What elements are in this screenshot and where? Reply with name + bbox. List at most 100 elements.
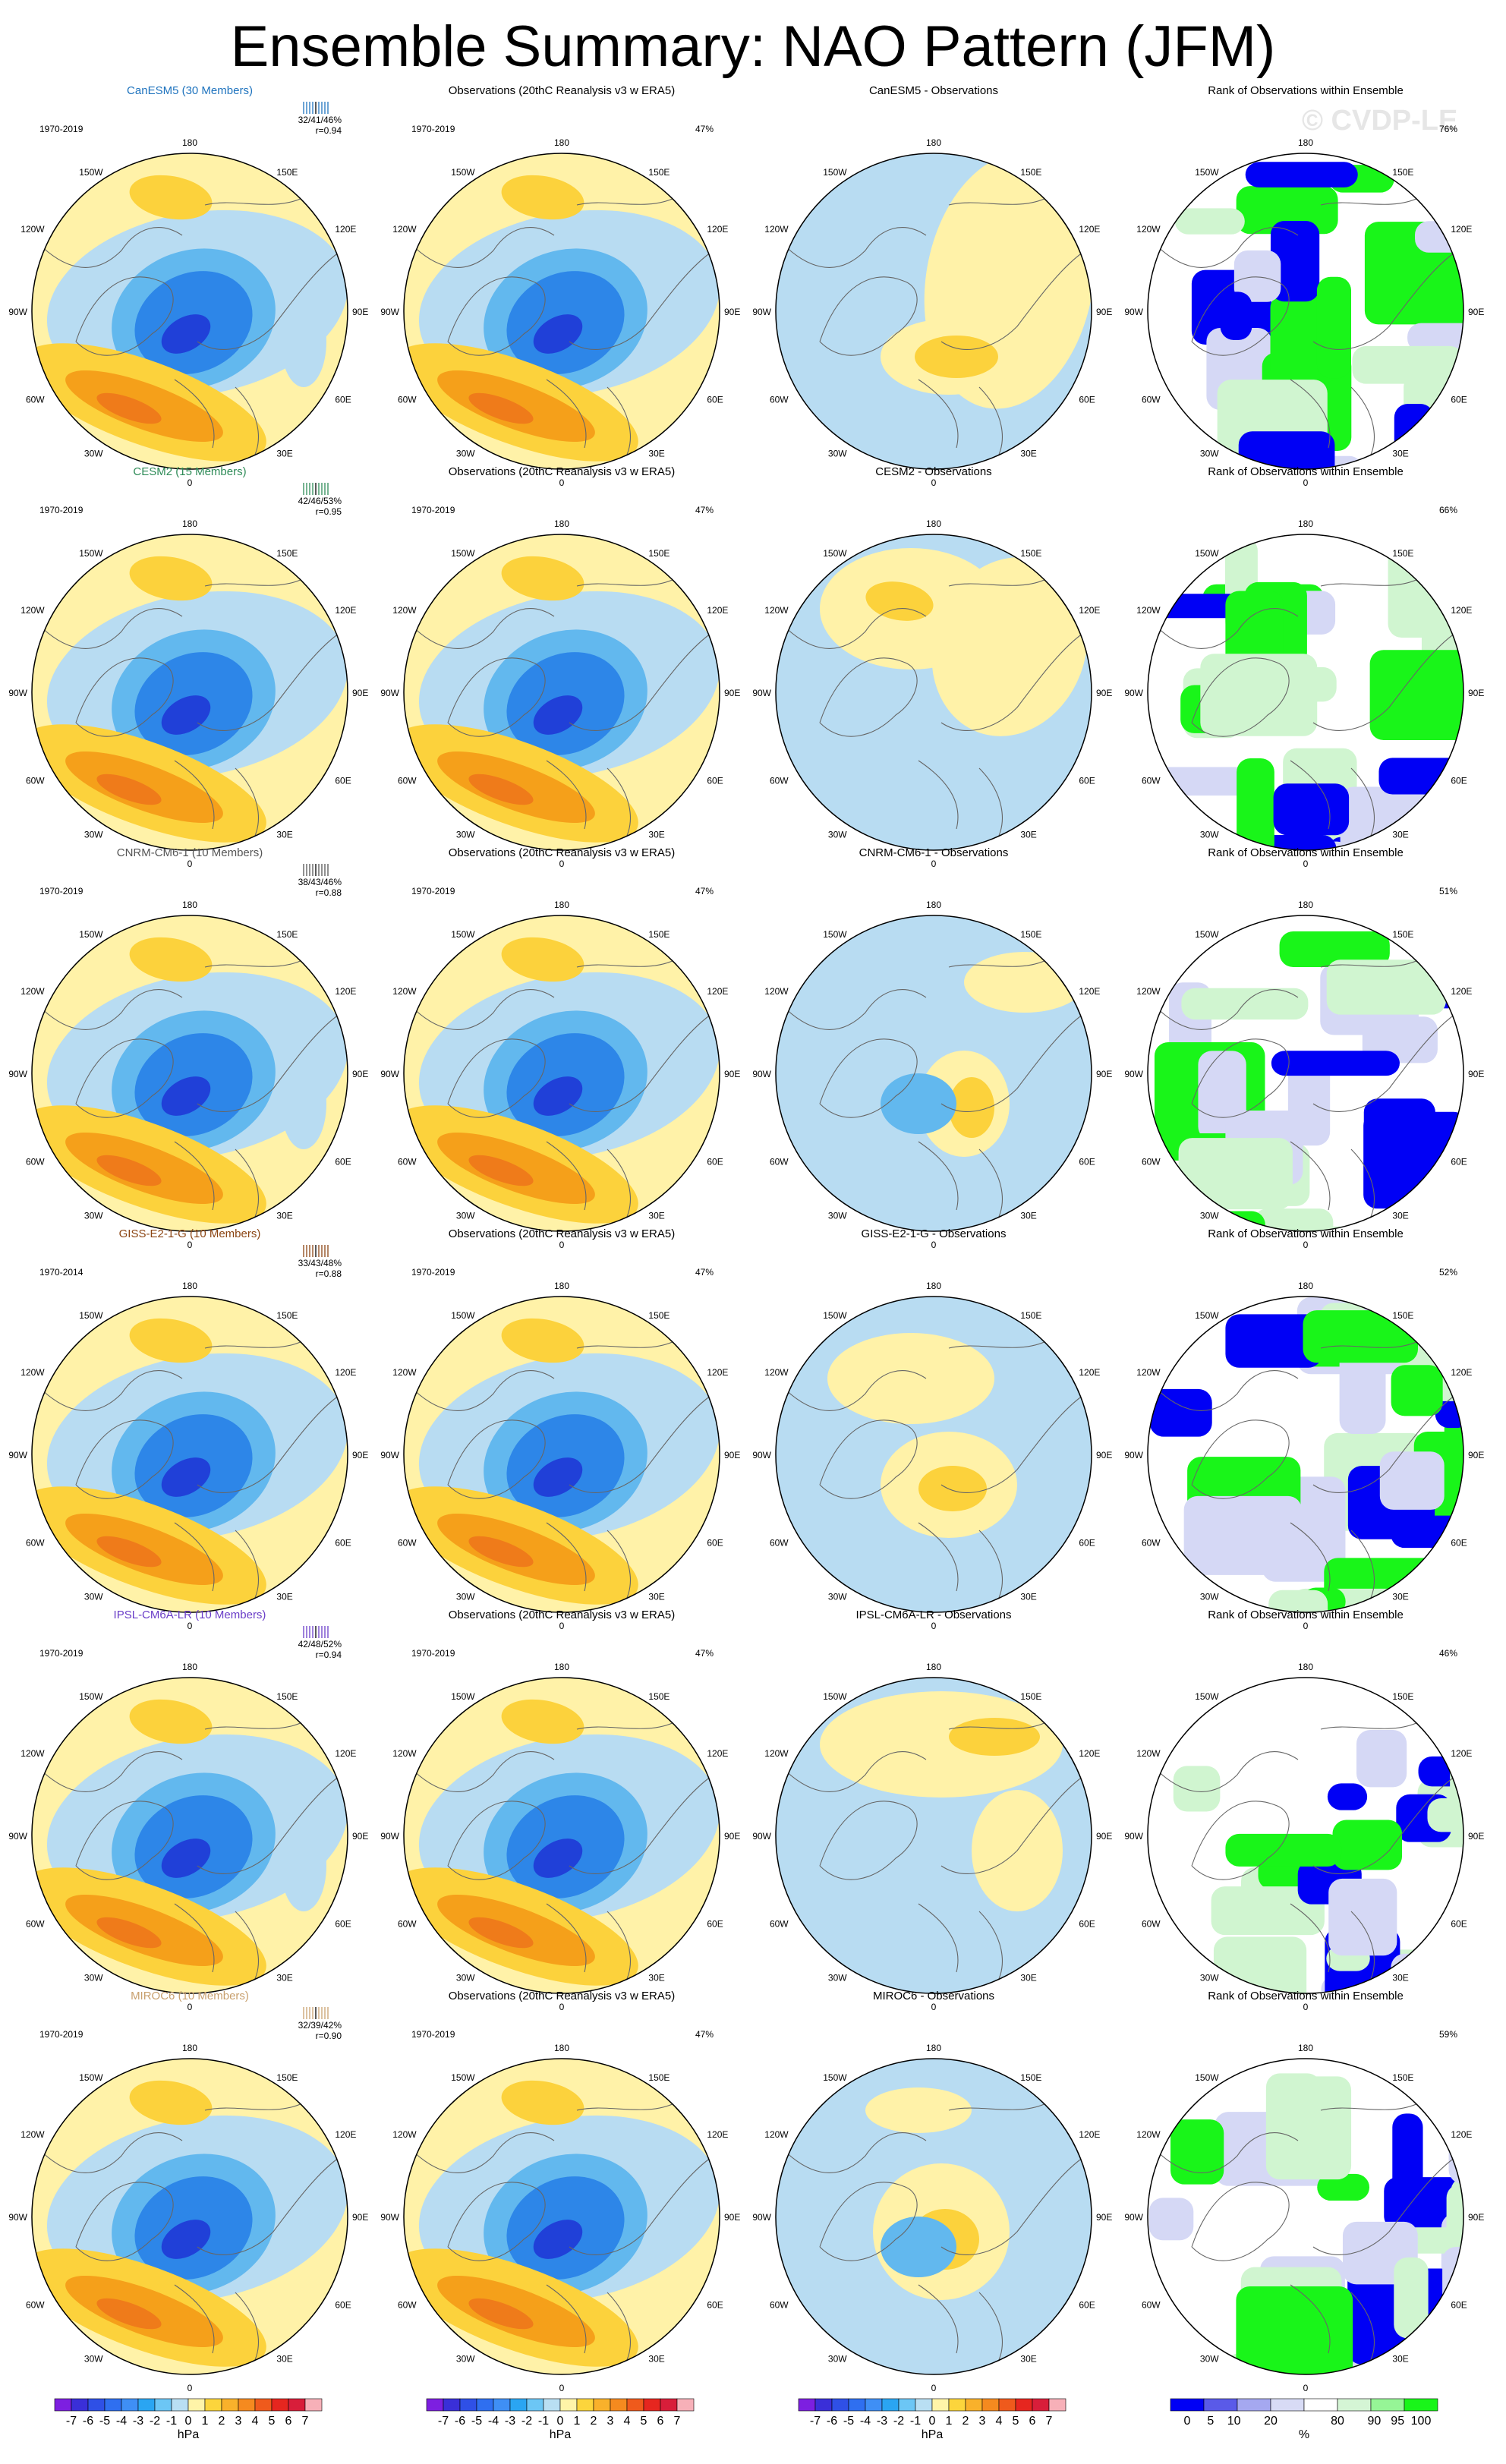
coastline-eurasia [197, 2155, 342, 2255]
coastline-greenland [75, 2182, 174, 2261]
obs-nao-map-border [403, 1296, 720, 1613]
colorbar-swatch [443, 2398, 461, 2412]
model-nao-map [32, 915, 348, 1231]
lon-label-br: 30E [1020, 829, 1036, 840]
diff-title: CanESM5 - Observations [869, 84, 998, 97]
lon-label-bottom: 0 [559, 1621, 565, 1631]
lon-label-bl: 30W [828, 448, 847, 458]
colorbar-tick-label: 5 [1013, 2415, 1019, 2428]
colorbar-swatch [643, 2398, 661, 2412]
colorbar-swatch [543, 2398, 561, 2412]
rank-pct: 46% [1439, 1648, 1457, 1659]
lon-label-ul2: 120W [20, 1367, 45, 1378]
lon-label-ur2: 120E [335, 2129, 356, 2140]
lon-label-br: 30E [1020, 1210, 1036, 1221]
lon-label-ll: 60W [1142, 1157, 1161, 1167]
lon-label-left: 90W [8, 1831, 27, 1842]
lon-label-ur: 150E [276, 1691, 298, 1702]
lon-label-ul2: 120W [20, 986, 45, 997]
colorbar-swatch [1048, 2398, 1066, 2412]
lon-label-top: 180 [554, 1662, 569, 1672]
rank-patch [1237, 758, 1274, 850]
coastline-north-america [409, 608, 555, 649]
coastline-greenland [75, 657, 174, 737]
lon-label-ul2: 120W [392, 1367, 417, 1378]
lon-label-bl: 30W [456, 829, 475, 840]
pos-contour-max [468, 1917, 534, 1949]
lon-label-ul2: 120W [20, 2129, 45, 2140]
lon-label-right: 90E [1096, 1069, 1112, 1079]
lon-label-bottom: 0 [1303, 477, 1309, 488]
rank-patch [1181, 988, 1309, 1020]
diff-map-border [775, 153, 1092, 470]
lon-label-ur: 150E [1020, 167, 1041, 178]
lon-label-left: 90W [8, 1069, 27, 1079]
lon-label-ul: 150W [1195, 167, 1219, 178]
coastline-north-america [409, 2132, 555, 2173]
coastline-north-america [781, 989, 927, 1030]
lon-label-lr: 60E [707, 2300, 723, 2311]
rank-patch [1270, 221, 1320, 302]
rank-patch [1439, 1685, 1463, 1720]
colorbar-tick-label: -3 [877, 2415, 887, 2428]
rank-colorbar-tick-label: 0 [1184, 2415, 1191, 2428]
lon-label-top: 180 [182, 1281, 197, 1291]
obs-nao-map [404, 2059, 720, 2374]
lon-label-br: 30E [648, 448, 664, 458]
model-nao-map-border [31, 2058, 348, 2375]
rank-patch [1352, 345, 1463, 384]
lon-label-ul2: 120W [1136, 605, 1161, 616]
lon-label-top: 180 [182, 1662, 197, 1672]
colorbar-tick-label: 2 [219, 2415, 225, 2428]
lon-label-ul: 150W [823, 2072, 847, 2083]
coastline-north-america [1153, 2132, 1299, 2173]
neg-contour-max [161, 695, 211, 735]
colorbar-swatch [171, 2398, 189, 2412]
coastline-north-america [37, 608, 183, 649]
colorbar-tick-label: -7 [810, 2415, 821, 2428]
lon-label-ll: 60W [398, 2300, 417, 2311]
lon-label-ul: 150W [451, 1310, 475, 1321]
colorbar-tick-label: -1 [910, 2415, 921, 2428]
colorbar-swatch [254, 2398, 273, 2412]
lon-label-ll: 60W [770, 1157, 789, 1167]
obs-nao-map-border [403, 2058, 720, 2375]
colorbar-tick-label: -2 [521, 2415, 532, 2428]
lon-label-ur2: 120E [335, 224, 356, 235]
colorbar-swatch [626, 2398, 644, 2412]
coastline-north-america [409, 1370, 555, 1411]
lon-label-ul: 150W [823, 1691, 847, 1702]
model-nao-map-border [31, 915, 348, 1232]
obs-title: Observations (20thC Reanalysis v3 w ERA5… [449, 1227, 675, 1240]
lon-label-ul2: 120W [764, 1748, 789, 1759]
colorbar-tick-label: -1 [166, 2415, 177, 2428]
obs-title: Observations (20thC Reanalysis v3 w ERA5… [449, 84, 675, 97]
lon-label-br: 30E [1392, 448, 1408, 458]
rank-patch [1157, 430, 1206, 469]
rank-patch [1432, 1943, 1463, 1993]
coastline-bering [1320, 197, 1420, 206]
lon-label-br: 30E [276, 1591, 292, 1602]
model-period: 1970-2019 [39, 886, 83, 896]
lon-label-ur2: 120E [707, 1748, 728, 1759]
rank-patch [1213, 835, 1337, 850]
colorbar-tick-label: -2 [150, 2415, 160, 2428]
lon-label-br: 30E [648, 1591, 664, 1602]
lon-label-bottom: 0 [559, 2002, 565, 2012]
colorbar-tick-label: 3 [607, 2415, 614, 2428]
lon-label-bl: 30W [828, 1210, 847, 1221]
coastline-greenland [819, 2182, 918, 2261]
colorbar-swatch [54, 2398, 72, 2412]
lon-label-ul2: 120W [1136, 224, 1161, 235]
rank-title: Rank of Observations within Ensemble [1208, 1990, 1404, 2002]
colorbar-swatch [981, 2398, 1000, 2412]
coastline-north-america [37, 2132, 183, 2173]
colorbar-tick-label: -5 [471, 2415, 482, 2428]
colorbar-swatch [204, 2398, 222, 2412]
lon-label-ur2: 120E [707, 224, 728, 235]
coastline-eurasia [197, 631, 342, 731]
colorbar-swatch [898, 2398, 916, 2412]
diff-negative-core [881, 1073, 956, 1134]
coastline-eurasia [569, 2155, 714, 2255]
colorbar-swatch [288, 2398, 306, 2412]
